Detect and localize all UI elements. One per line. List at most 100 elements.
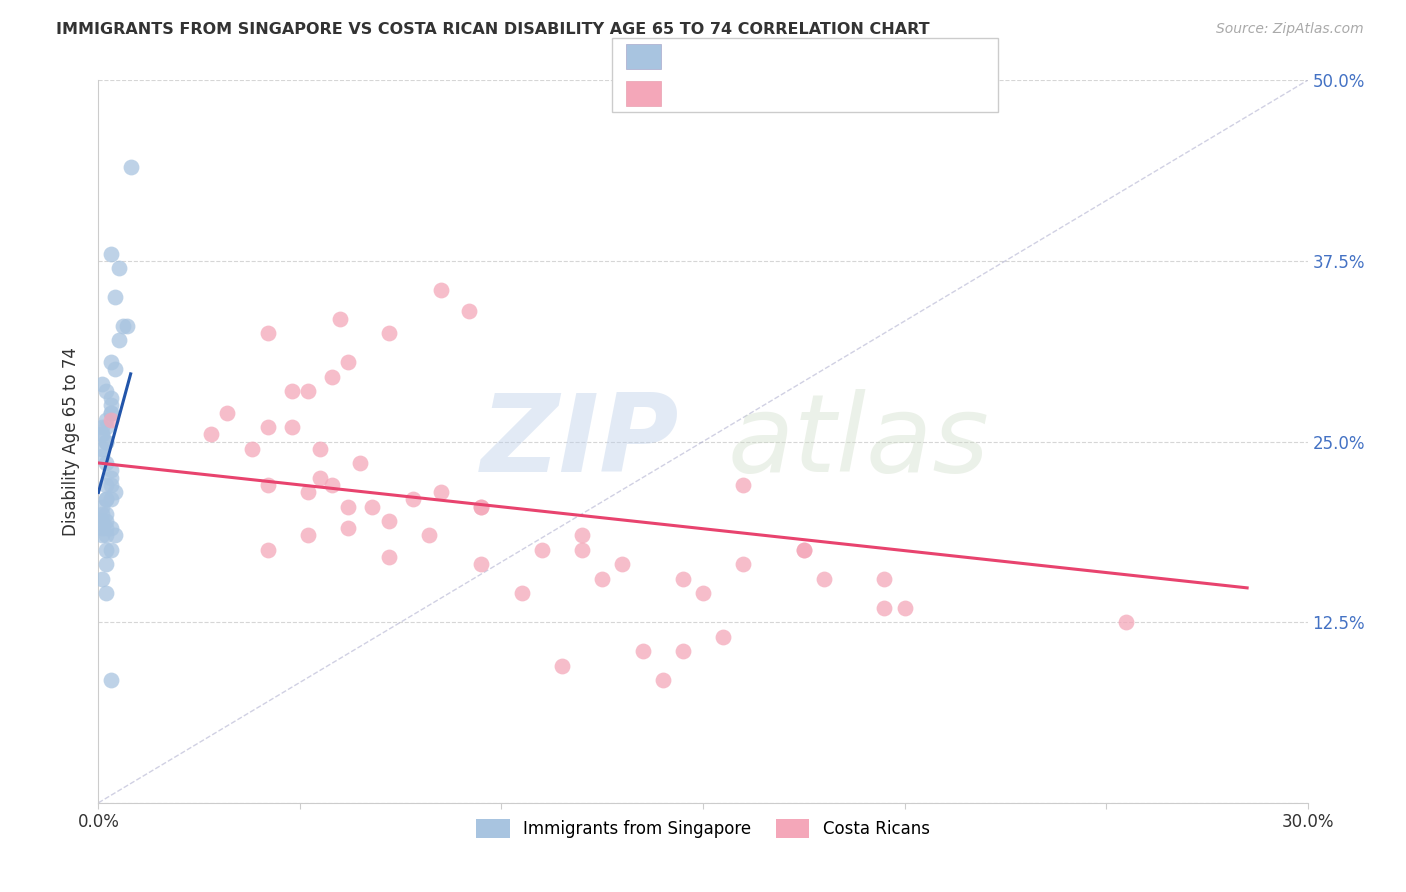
- Point: [297, 528, 319, 542]
- Text: R =: R =: [672, 84, 709, 103]
- Point: [103, 290, 125, 304]
- Point: [103, 362, 125, 376]
- Point: [96, 542, 118, 557]
- Point: [96, 521, 118, 535]
- Point: [893, 600, 915, 615]
- Point: [281, 384, 304, 398]
- Point: [309, 442, 332, 456]
- Point: [91, 528, 114, 542]
- Text: -0.248: -0.248: [713, 84, 772, 103]
- Point: [377, 326, 399, 340]
- Point: [115, 318, 138, 333]
- Point: [91, 442, 114, 456]
- Point: [100, 673, 122, 687]
- Text: R =: R =: [672, 47, 709, 66]
- Point: [91, 500, 114, 514]
- Text: N =: N =: [794, 47, 831, 66]
- Point: [91, 376, 114, 391]
- Point: [100, 246, 122, 260]
- Point: [100, 470, 122, 484]
- Point: [329, 311, 352, 326]
- Point: [321, 369, 343, 384]
- Point: [96, 492, 118, 507]
- Point: [96, 528, 118, 542]
- Point: [100, 478, 122, 492]
- Point: [591, 572, 613, 586]
- Point: [571, 542, 593, 557]
- Point: [96, 558, 118, 572]
- Point: [337, 355, 360, 369]
- Text: Source: ZipAtlas.com: Source: ZipAtlas.com: [1216, 22, 1364, 37]
- Point: [91, 427, 114, 442]
- Text: 50: 50: [837, 47, 859, 66]
- Point: [96, 434, 118, 449]
- Point: [100, 398, 122, 412]
- Point: [120, 160, 142, 174]
- Point: [470, 500, 492, 514]
- Text: IMMIGRANTS FROM SINGAPORE VS COSTA RICAN DISABILITY AGE 65 TO 74 CORRELATION CHA: IMMIGRANTS FROM SINGAPORE VS COSTA RICAN…: [56, 22, 929, 37]
- Point: [91, 572, 114, 586]
- Point: [349, 456, 371, 470]
- Point: [337, 500, 360, 514]
- Point: [256, 420, 278, 434]
- Point: [100, 521, 122, 535]
- Text: atlas: atlas: [727, 389, 988, 494]
- Point: [672, 644, 695, 658]
- Point: [217, 406, 239, 420]
- Point: [571, 528, 593, 542]
- Text: 0.241: 0.241: [721, 47, 773, 66]
- Point: [402, 492, 425, 507]
- Point: [96, 434, 118, 449]
- Text: ZIP: ZIP: [481, 389, 679, 494]
- Point: [309, 470, 332, 484]
- Point: [337, 521, 360, 535]
- Point: [793, 542, 815, 557]
- Point: [96, 384, 118, 398]
- Point: [256, 542, 278, 557]
- Point: [91, 521, 114, 535]
- Point: [100, 406, 122, 420]
- Point: [107, 261, 129, 276]
- Point: [430, 485, 453, 500]
- Point: [530, 542, 553, 557]
- Point: [612, 558, 634, 572]
- Point: [733, 478, 755, 492]
- Point: [91, 449, 114, 463]
- Point: [711, 630, 734, 644]
- Point: [672, 572, 695, 586]
- Point: [100, 463, 122, 477]
- Legend: Immigrants from Singapore, Costa Ricans: Immigrants from Singapore, Costa Ricans: [470, 813, 936, 845]
- Point: [91, 420, 114, 434]
- Point: [200, 427, 222, 442]
- Point: [510, 586, 533, 600]
- Point: [692, 586, 714, 600]
- Point: [281, 420, 304, 434]
- Point: [470, 558, 492, 572]
- Point: [107, 334, 129, 348]
- Point: [377, 514, 399, 528]
- Point: [91, 507, 114, 521]
- Point: [470, 500, 492, 514]
- Point: [361, 500, 384, 514]
- Point: [430, 283, 453, 297]
- Point: [631, 644, 654, 658]
- Point: [256, 326, 278, 340]
- Point: [100, 413, 122, 427]
- Point: [651, 673, 673, 687]
- Point: [100, 406, 122, 420]
- Point: [96, 514, 118, 528]
- Point: [873, 600, 896, 615]
- Point: [297, 384, 319, 398]
- Point: [377, 550, 399, 565]
- Point: [103, 528, 125, 542]
- Point: [96, 492, 118, 507]
- Point: [240, 442, 263, 456]
- Point: [551, 658, 574, 673]
- Point: [111, 318, 134, 333]
- Point: [297, 485, 319, 500]
- Point: [96, 586, 118, 600]
- Point: [91, 514, 114, 528]
- Point: [100, 492, 122, 507]
- Point: [91, 427, 114, 442]
- Point: [103, 485, 125, 500]
